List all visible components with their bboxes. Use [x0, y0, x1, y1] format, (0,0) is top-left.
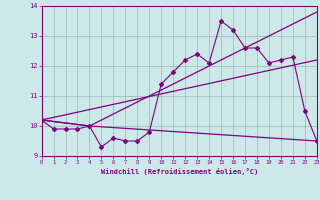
- X-axis label: Windchill (Refroidissement éolien,°C): Windchill (Refroidissement éolien,°C): [100, 168, 258, 175]
